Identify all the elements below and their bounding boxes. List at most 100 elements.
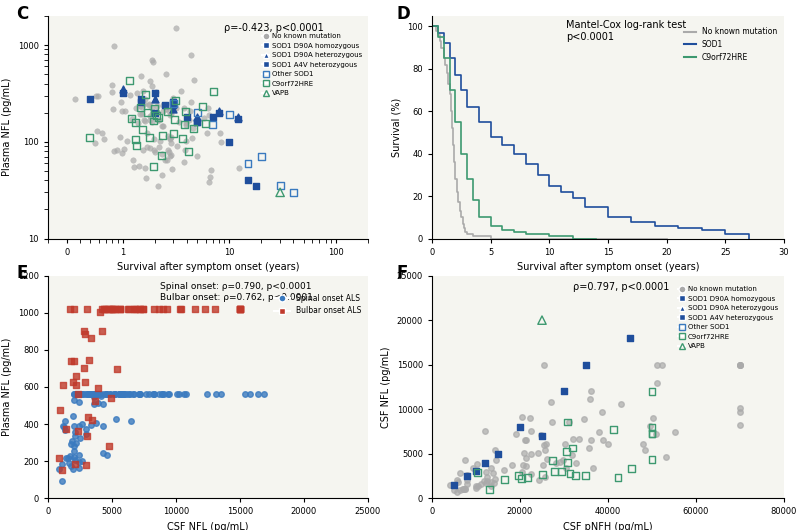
Point — [146, 390, 159, 399]
Point — [68, 442, 81, 450]
Point — [461, 471, 474, 479]
Point — [669, 428, 682, 436]
Point — [572, 435, 585, 444]
Point — [206, 120, 219, 129]
Point — [198, 119, 211, 128]
Point — [566, 450, 578, 459]
Point — [198, 305, 211, 313]
Point — [117, 390, 130, 399]
Point — [287, 188, 300, 197]
Point — [545, 398, 558, 407]
Point — [109, 305, 122, 313]
Point — [525, 427, 538, 435]
Point — [80, 305, 93, 313]
SOD1 — [697, 227, 706, 233]
Point — [166, 94, 179, 103]
Point — [60, 425, 73, 433]
Point — [77, 390, 90, 399]
SOD1 — [533, 172, 542, 178]
Point — [79, 390, 92, 399]
Point — [190, 118, 203, 126]
Point — [114, 390, 126, 399]
Point — [450, 488, 463, 496]
Point — [134, 305, 146, 313]
SOD1 — [439, 40, 449, 47]
Point — [536, 316, 549, 324]
Point — [596, 436, 609, 445]
Point — [139, 174, 152, 182]
Point — [164, 110, 177, 119]
Point — [159, 156, 172, 164]
Point — [138, 94, 151, 103]
Point — [231, 115, 244, 123]
Point — [105, 394, 118, 403]
Point — [461, 476, 474, 484]
Point — [650, 378, 663, 387]
Point — [67, 395, 80, 404]
Point — [734, 360, 746, 369]
Point — [515, 412, 528, 421]
Point — [98, 305, 110, 313]
Point — [106, 87, 118, 96]
X-axis label: CSF pNFH (pg/mL): CSF pNFH (pg/mL) — [563, 522, 653, 530]
Point — [498, 475, 511, 483]
Point — [135, 94, 148, 103]
Point — [125, 114, 138, 123]
Point — [72, 398, 85, 407]
Point — [91, 399, 104, 407]
Y-axis label: CSF NFL (pg/mL): CSF NFL (pg/mL) — [381, 346, 391, 428]
No known mutation — [444, 81, 454, 87]
Point — [70, 372, 83, 380]
No known mutation — [591, 235, 601, 242]
Point — [213, 109, 226, 117]
Point — [148, 305, 161, 313]
Point — [143, 144, 156, 153]
Point — [155, 390, 168, 399]
Point — [148, 104, 161, 112]
SOD1 — [568, 195, 578, 201]
Point — [650, 430, 662, 438]
Point — [134, 390, 146, 399]
Point — [185, 51, 198, 60]
Point — [206, 113, 219, 121]
Point — [190, 109, 203, 117]
C9orf72HRE — [450, 119, 460, 125]
Point — [210, 390, 222, 399]
Point — [134, 103, 147, 112]
No known mutation — [445, 91, 454, 98]
Point — [115, 390, 128, 399]
Point — [625, 464, 638, 472]
Point — [102, 305, 114, 313]
Point — [555, 467, 568, 476]
Point — [74, 434, 86, 442]
SOD1 — [510, 151, 519, 157]
Point — [147, 117, 160, 125]
Point — [160, 69, 173, 78]
Point — [201, 104, 214, 112]
Point — [83, 390, 96, 399]
Point — [233, 164, 246, 172]
Point — [188, 305, 201, 313]
Point — [521, 473, 534, 481]
Point — [213, 107, 226, 115]
Point — [68, 390, 81, 399]
Point — [116, 149, 129, 157]
Point — [457, 485, 470, 493]
Point — [481, 473, 494, 481]
Point — [459, 484, 472, 493]
Text: ρ=0.797, p<0.0001: ρ=0.797, p<0.0001 — [573, 282, 669, 292]
C9orf72HRE — [439, 55, 449, 61]
Point — [148, 390, 161, 399]
Point — [487, 479, 500, 487]
Point — [638, 446, 651, 455]
Point — [67, 378, 80, 386]
Point — [250, 182, 263, 190]
Point — [170, 96, 182, 105]
Point — [138, 164, 151, 173]
Point — [101, 451, 114, 460]
Point — [180, 121, 193, 130]
Point — [67, 305, 80, 313]
SOD1 — [650, 223, 660, 229]
Point — [104, 390, 117, 399]
Point — [611, 473, 624, 482]
